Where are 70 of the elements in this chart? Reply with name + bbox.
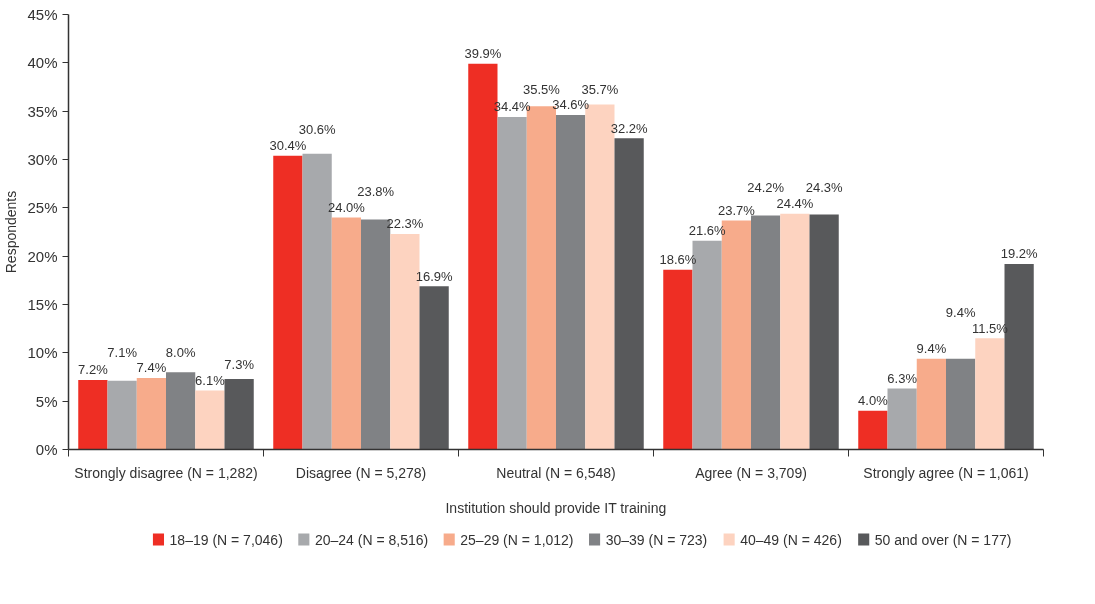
legend-label: 50 and over (N = 177) <box>874 531 1012 548</box>
legend-label: 18–19 (N = 7,046) <box>169 531 283 548</box>
y-tick-label: 20% <box>27 247 58 265</box>
data-label: 30.6% <box>298 122 336 138</box>
data-label: 9.4% <box>916 341 947 357</box>
data-label: 39.9% <box>464 46 502 62</box>
y-axis-title: Respondents <box>3 190 20 274</box>
bar <box>273 155 303 450</box>
bar <box>663 269 693 450</box>
x-tick-label: Disagree (N = 5,278) <box>295 464 427 481</box>
bar <box>331 217 361 450</box>
bar <box>751 215 781 450</box>
x-axis-title: Institution should provide IT training <box>445 499 667 516</box>
data-label: 18.6% <box>659 252 697 268</box>
data-label: 35.5% <box>522 81 561 97</box>
data-label: 23.7% <box>717 202 756 218</box>
y-tick-label: 35% <box>27 102 58 120</box>
bar <box>858 410 888 450</box>
data-label: 34.6% <box>552 97 590 113</box>
y-tick-label: 5% <box>35 392 58 410</box>
bar <box>136 377 166 450</box>
legend-label: 40–49 (N = 426) <box>740 531 842 548</box>
y-tick-label: 25% <box>27 199 58 217</box>
bar <box>195 390 225 450</box>
legend-label: 25–29 (N = 1,012) <box>460 531 574 548</box>
bar <box>780 213 810 450</box>
data-label: 30.4% <box>269 138 307 154</box>
data-label: 8.0% <box>165 344 196 360</box>
bar <box>78 379 108 450</box>
bar <box>614 138 644 450</box>
y-tick-label: 15% <box>27 296 58 313</box>
bar <box>224 378 254 450</box>
bar <box>916 358 946 450</box>
data-label: 35.7% <box>581 81 619 97</box>
y-tick-label: 10% <box>27 344 58 362</box>
data-label: 24.0% <box>327 199 366 215</box>
y-tick-label: 30% <box>27 151 58 168</box>
data-label: 24.2% <box>747 180 785 196</box>
x-tick-label: Strongly disagree (N = 1,282) <box>74 464 258 481</box>
data-label: 23.8% <box>357 184 395 200</box>
data-label: 7.4% <box>136 360 167 376</box>
data-label: 32.2% <box>610 120 648 136</box>
bar <box>809 214 839 450</box>
data-label: 16.9% <box>415 268 453 284</box>
data-label: 9.4% <box>945 305 976 321</box>
bar <box>166 372 196 450</box>
legend-label: 20–24 (N = 8,516) <box>314 531 429 548</box>
data-label: 19.2% <box>1000 246 1038 262</box>
bar <box>887 388 917 450</box>
y-tick-label: 40% <box>27 54 58 72</box>
data-label: 7.1% <box>107 344 138 360</box>
x-tick-label: Agree (N = 3,709) <box>695 464 807 481</box>
bar <box>107 380 137 450</box>
y-tick-label: 45% <box>27 6 58 23</box>
data-label: 7.2% <box>78 362 109 378</box>
data-label: 4.0% <box>858 393 889 409</box>
bar <box>946 358 976 450</box>
bar <box>975 338 1005 450</box>
bar <box>556 115 586 450</box>
x-tick-label: Neutral (N = 6,548) <box>496 464 616 481</box>
bar <box>497 116 527 450</box>
data-label: 6.1% <box>195 372 226 388</box>
data-label: 24.3% <box>805 180 843 196</box>
x-tick-label: Strongly agree (N = 1,061) <box>863 464 1029 481</box>
data-label: 24.4% <box>776 196 814 212</box>
bar <box>419 286 449 450</box>
data-label: 7.3% <box>224 357 255 373</box>
legend-label: 30–39 (N = 723) <box>605 531 708 548</box>
data-label: 6.3% <box>887 370 918 386</box>
y-tick-label: 0% <box>35 441 58 458</box>
